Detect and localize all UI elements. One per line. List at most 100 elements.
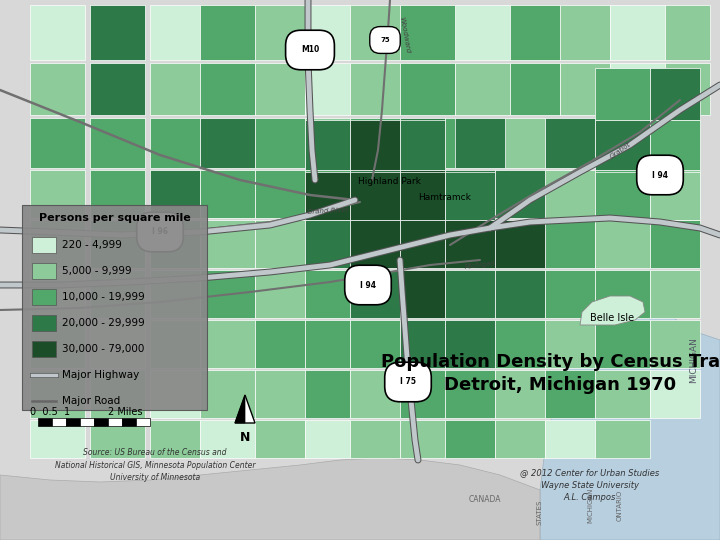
Bar bbox=[255, 63, 305, 115]
Bar bbox=[560, 63, 610, 115]
Bar bbox=[400, 220, 445, 268]
Bar bbox=[445, 172, 495, 220]
Bar bbox=[150, 220, 200, 268]
Bar bbox=[200, 63, 255, 115]
Bar bbox=[495, 220, 545, 268]
Text: 10,000 - 19,999: 10,000 - 19,999 bbox=[62, 292, 145, 302]
Bar bbox=[400, 5, 455, 60]
Bar bbox=[150, 63, 200, 115]
Bar bbox=[32, 237, 56, 253]
Bar bbox=[80, 418, 94, 426]
Bar bbox=[90, 370, 145, 418]
Text: I 94: I 94 bbox=[360, 280, 376, 289]
Text: Major Road: Major Road bbox=[62, 396, 120, 406]
Bar bbox=[255, 420, 305, 458]
Bar bbox=[400, 5, 455, 60]
Bar bbox=[200, 5, 255, 60]
Bar bbox=[305, 320, 350, 368]
Text: Michigan: Michigan bbox=[464, 260, 496, 270]
Text: 5,000 - 9,999: 5,000 - 9,999 bbox=[62, 266, 132, 276]
Bar bbox=[94, 418, 108, 426]
Bar bbox=[305, 170, 350, 218]
Text: 75: 75 bbox=[380, 37, 390, 43]
Bar bbox=[32, 341, 56, 357]
Text: Detroit, Michigan 1970: Detroit, Michigan 1970 bbox=[444, 376, 676, 394]
Bar bbox=[650, 68, 700, 120]
Text: 30,000 - 79,000: 30,000 - 79,000 bbox=[62, 344, 145, 354]
Bar bbox=[90, 5, 145, 60]
Bar bbox=[350, 118, 400, 168]
Bar bbox=[400, 370, 445, 418]
Bar bbox=[495, 118, 545, 168]
Bar bbox=[545, 320, 595, 368]
Bar bbox=[305, 63, 350, 115]
Bar bbox=[665, 5, 710, 60]
Bar bbox=[255, 320, 305, 368]
Bar bbox=[32, 263, 56, 279]
Bar bbox=[350, 172, 400, 220]
Bar bbox=[445, 170, 495, 218]
Bar bbox=[90, 320, 145, 368]
Bar bbox=[255, 5, 305, 60]
Bar bbox=[30, 270, 85, 318]
Text: Grand River: Grand River bbox=[307, 207, 349, 215]
Bar bbox=[595, 220, 650, 268]
Text: 2 Miles: 2 Miles bbox=[108, 407, 143, 417]
Bar bbox=[90, 118, 145, 168]
Bar bbox=[350, 270, 400, 318]
Bar bbox=[305, 5, 350, 60]
Bar bbox=[400, 172, 445, 220]
Bar bbox=[400, 120, 445, 170]
Polygon shape bbox=[235, 395, 255, 423]
Bar bbox=[90, 270, 145, 318]
Text: Woodward: Woodward bbox=[399, 16, 411, 54]
Bar bbox=[200, 5, 255, 60]
Polygon shape bbox=[235, 395, 245, 423]
Bar bbox=[255, 170, 305, 218]
Bar bbox=[445, 370, 495, 418]
Bar bbox=[650, 172, 700, 220]
Bar bbox=[30, 220, 85, 268]
Bar bbox=[200, 118, 255, 168]
Text: MICHIGAN: MICHIGAN bbox=[689, 337, 698, 383]
Text: Belle Isle: Belle Isle bbox=[590, 313, 634, 323]
Bar bbox=[305, 270, 350, 318]
Bar bbox=[30, 118, 85, 168]
Bar bbox=[38, 418, 52, 426]
Bar bbox=[595, 370, 650, 418]
Bar bbox=[52, 418, 66, 426]
Bar bbox=[350, 120, 400, 170]
Bar bbox=[305, 120, 350, 170]
Text: Gratiot: Gratiot bbox=[608, 140, 631, 159]
Bar bbox=[445, 420, 495, 458]
Bar bbox=[305, 172, 350, 220]
Bar bbox=[495, 270, 545, 318]
Bar bbox=[650, 270, 700, 318]
Bar bbox=[150, 118, 200, 168]
Text: 0  0.5  1: 0 0.5 1 bbox=[30, 407, 70, 417]
Bar bbox=[595, 118, 650, 168]
Bar bbox=[200, 170, 255, 218]
Text: 220 - 4,999: 220 - 4,999 bbox=[62, 240, 122, 250]
Bar bbox=[595, 320, 650, 368]
Bar bbox=[66, 418, 80, 426]
Bar bbox=[595, 68, 650, 120]
Bar bbox=[200, 170, 255, 218]
Bar bbox=[305, 118, 350, 168]
Bar bbox=[255, 270, 305, 318]
Bar bbox=[495, 170, 545, 218]
Bar bbox=[200, 270, 255, 318]
Bar bbox=[150, 5, 200, 60]
Polygon shape bbox=[540, 295, 720, 540]
Text: I 96: I 96 bbox=[152, 227, 168, 237]
Bar bbox=[305, 370, 350, 418]
Text: @ 2012 Center for Urban Studies
Wayne State University
A.L. Campos: @ 2012 Center for Urban Studies Wayne St… bbox=[521, 468, 660, 502]
Bar bbox=[150, 420, 200, 458]
Bar bbox=[90, 63, 145, 115]
Bar bbox=[595, 120, 650, 170]
Bar bbox=[545, 270, 595, 318]
Bar bbox=[90, 420, 145, 458]
Bar bbox=[150, 370, 200, 418]
Bar bbox=[90, 63, 145, 115]
Text: STATES: STATES bbox=[537, 500, 543, 525]
